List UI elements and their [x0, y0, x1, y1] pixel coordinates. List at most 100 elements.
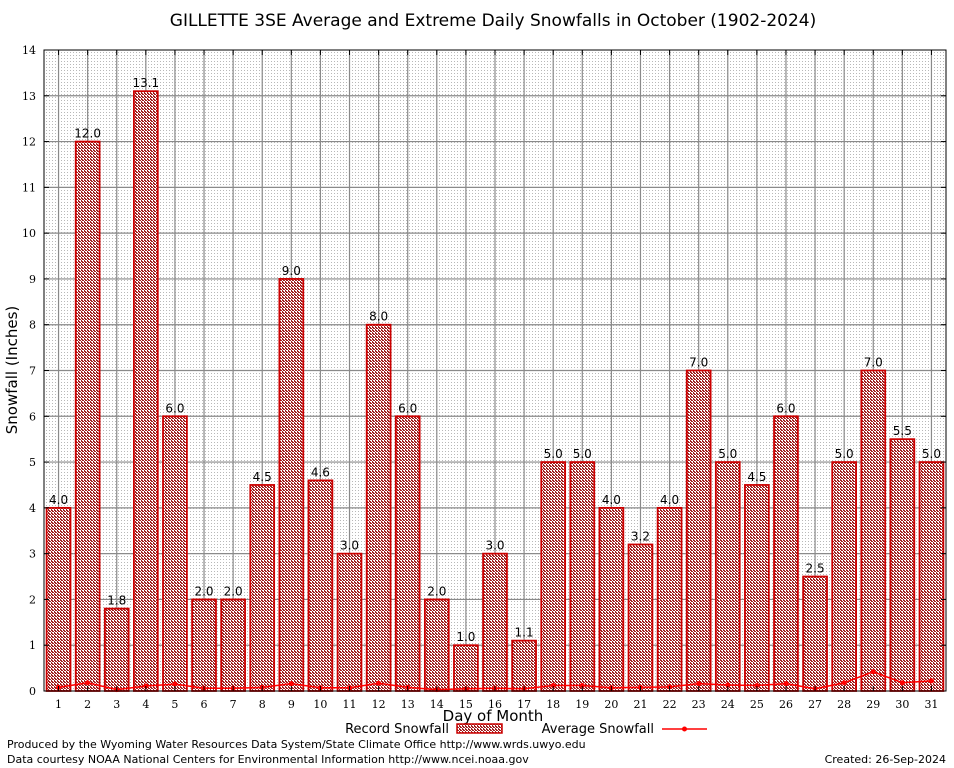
bar-value-label: 8.0 — [369, 310, 388, 324]
bar-value-label: 5.0 — [544, 447, 563, 461]
average-point-day-30 — [899, 680, 905, 686]
bar-day-1 — [45, 506, 72, 692]
average-point-day-12 — [376, 680, 382, 686]
bar-value-label: 7.0 — [689, 356, 708, 370]
x-tick-label: 19 — [575, 698, 589, 711]
y-tick-label: 3 — [29, 548, 36, 561]
bar-day-14 — [423, 598, 450, 692]
bar-value-label: 4.0 — [660, 493, 679, 507]
bar-value-label: 1.1 — [515, 626, 534, 640]
chart-title: GILLETTE 3SE Average and Extreme Daily S… — [170, 11, 816, 31]
bar-day-5 — [162, 415, 188, 692]
y-tick-label: 0 — [29, 685, 36, 698]
average-point-day-5 — [172, 681, 178, 687]
x-tick-label: 22 — [663, 698, 677, 711]
y-tick-label: 14 — [22, 44, 36, 57]
x-tick-label: 24 — [721, 698, 735, 711]
bar-day-9 — [278, 278, 305, 692]
bar-value-label: 5.0 — [835, 447, 854, 461]
average-point-day-26 — [783, 681, 789, 687]
bar-value-label: 5.0 — [922, 447, 941, 461]
x-tick-label: 27 — [808, 698, 822, 711]
x-tick-label: 5 — [171, 698, 178, 711]
footer-courtesy: Data courtesy NOAA National Centers for … — [7, 753, 529, 766]
y-tick-label: 12 — [22, 136, 36, 149]
y-tick-label: 2 — [29, 593, 36, 606]
bar-day-24 — [714, 461, 741, 692]
average-point-day-25 — [754, 683, 760, 689]
bar-day-12 — [365, 323, 392, 692]
x-tick-label: 28 — [837, 698, 851, 711]
bar-value-label: 7.0 — [864, 356, 883, 370]
average-point-day-2 — [85, 680, 91, 686]
bar-day-15 — [453, 644, 479, 692]
bars — [45, 90, 945, 692]
average-point-day-18 — [550, 683, 556, 689]
x-tick-label: 23 — [692, 698, 706, 711]
x-tick-label: 9 — [288, 698, 295, 711]
bar-value-label: 6.0 — [165, 401, 184, 415]
bar-value-label: 3.0 — [485, 539, 504, 553]
bar-value-label: 1.0 — [456, 630, 475, 644]
bar-day-23 — [685, 369, 712, 692]
bar-value-label: 4.5 — [747, 470, 766, 484]
legend-record-label: Record Snowfall — [345, 722, 449, 737]
average-point-day-23 — [696, 681, 702, 687]
bar-value-label: 3.0 — [340, 539, 359, 553]
bar-value-label: 2.5 — [806, 562, 825, 576]
bar-day-6 — [191, 598, 217, 692]
bar-day-19 — [569, 461, 596, 692]
bar-day-18 — [540, 461, 567, 692]
bar-value-label: 5.0 — [718, 447, 737, 461]
bar-day-26 — [773, 415, 799, 692]
x-tick-label: 30 — [895, 698, 909, 711]
x-tick-label: 4 — [142, 698, 149, 711]
average-point-day-19 — [579, 683, 585, 689]
x-axis-ticks: 1 2 3 4 5 6 7 8 9 10 11 12 13 14 15 16 17 18 19 20 21 22 23 24 2… — [55, 50, 938, 711]
x-tick-label: 7 — [230, 698, 237, 711]
y-axis-label: Snowfall (Inches) — [3, 306, 21, 434]
x-tick-label: 13 — [401, 698, 415, 711]
bar-day-4 — [133, 90, 159, 692]
average-point-day-9 — [288, 681, 294, 687]
bar-value-label: 4.5 — [253, 470, 272, 484]
average-point-day-28 — [841, 680, 847, 686]
bar-day-2 — [74, 140, 101, 692]
x-tick-label: 26 — [779, 698, 793, 711]
bar-day-25 — [744, 484, 770, 692]
y-tick-label: 5 — [29, 456, 36, 469]
average-point-day-31 — [928, 678, 934, 684]
x-tick-label: 21 — [633, 698, 647, 711]
y-tick-label: 7 — [29, 365, 36, 378]
x-tick-label: 6 — [201, 698, 208, 711]
bar-day-17 — [511, 639, 537, 692]
x-tick-label: 16 — [488, 698, 502, 711]
x-tick-label: 14 — [430, 698, 444, 711]
bar-day-22 — [656, 506, 683, 692]
x-tick-label: 2 — [84, 698, 91, 711]
bar-value-label: 2.0 — [194, 584, 213, 598]
average-point-day-4 — [143, 683, 149, 689]
y-tick-label: 10 — [22, 227, 36, 240]
bar-value-label: 5.5 — [893, 424, 912, 438]
bar-value-label: 9.0 — [282, 264, 301, 278]
bar-day-13 — [394, 415, 421, 692]
x-tick-label: 17 — [517, 698, 531, 711]
bar-value-label: 6.0 — [398, 401, 417, 415]
x-tick-label: 25 — [750, 698, 764, 711]
x-tick-label: 20 — [604, 698, 618, 711]
bar-value-label: 2.0 — [427, 584, 446, 598]
bar-day-8 — [249, 484, 276, 692]
legend: Record Snowfall Average Snowfall — [345, 722, 707, 737]
x-tick-label: 10 — [313, 698, 327, 711]
bar-day-30 — [889, 438, 916, 692]
bar-value-label: 1.8 — [107, 594, 126, 608]
average-point-day-29 — [870, 669, 876, 675]
bar-day-11 — [336, 552, 363, 692]
footer-created: Created: 26-Sep-2024 — [824, 753, 946, 766]
x-tick-label: 31 — [924, 698, 938, 711]
bar-day-10 — [307, 479, 334, 692]
bar-value-label: 3.2 — [631, 529, 650, 543]
